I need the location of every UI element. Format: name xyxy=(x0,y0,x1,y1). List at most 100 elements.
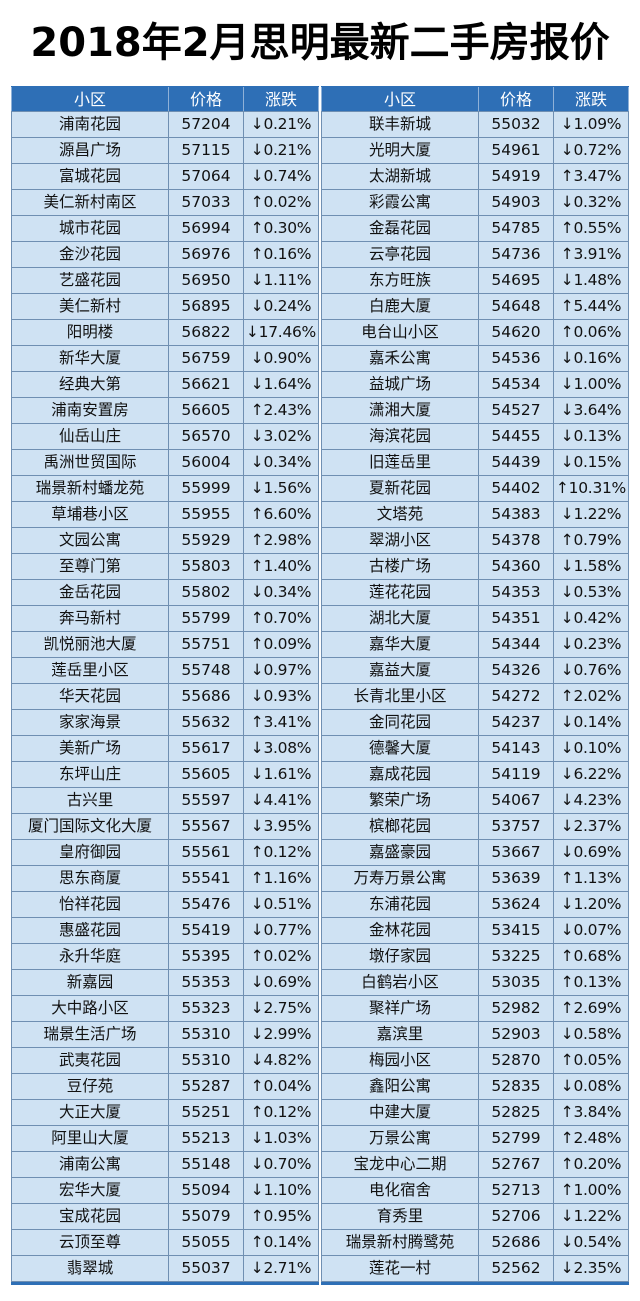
community-name-cell: 古楼广场 xyxy=(321,554,478,579)
price-cell: 55353 xyxy=(168,970,243,995)
table-row: 电化宿舍 52713 ↑1.00% xyxy=(321,1178,629,1204)
change-cell: ↓0.97% xyxy=(243,658,319,683)
table-row: 阳明楼 56822 ↓17.46% xyxy=(11,320,319,346)
community-name-cell: 草埔巷小区 xyxy=(11,502,168,527)
table-row: 皇府御园 55561 ↑0.12% xyxy=(11,840,319,866)
change-cell: ↓0.69% xyxy=(243,970,319,995)
price-cell: 52713 xyxy=(478,1178,553,1203)
price-cell: 53035 xyxy=(478,970,553,995)
change-cell: ↓0.23% xyxy=(553,632,629,657)
price-cell: 54961 xyxy=(478,138,553,163)
price-cell: 56950 xyxy=(168,268,243,293)
change-cell: ↑10.31% xyxy=(553,476,629,501)
table-row: 厦门国际文化大厦 55567 ↓3.95% xyxy=(11,814,319,840)
community-name-cell: 金同花园 xyxy=(321,710,478,735)
change-cell: ↑3.91% xyxy=(553,242,629,267)
price-cell: 53667 xyxy=(478,840,553,865)
community-name-cell: 云亭花园 xyxy=(321,242,478,267)
price-cell: 54695 xyxy=(478,268,553,293)
change-cell: ↑2.48% xyxy=(553,1126,629,1151)
community-name-cell: 电台山小区 xyxy=(321,320,478,345)
change-cell: ↓4.23% xyxy=(553,788,629,813)
community-name-cell: 永升华庭 xyxy=(11,944,168,969)
table-row: 瑞景新村蟠龙苑 55999 ↓1.56% xyxy=(11,476,319,502)
change-cell: ↓1.22% xyxy=(553,1204,629,1229)
table-row: 繁荣广场 54067 ↓4.23% xyxy=(321,788,629,814)
community-name-cell: 华天花园 xyxy=(11,684,168,709)
change-cell: ↑0.12% xyxy=(243,840,319,865)
price-cell: 55213 xyxy=(168,1126,243,1151)
change-cell: ↑0.05% xyxy=(553,1048,629,1073)
table-row: 嘉盛豪园 53667 ↓0.69% xyxy=(321,840,629,866)
table-row: 嘉滨里 52903 ↓0.58% xyxy=(321,1022,629,1048)
community-name-cell: 繁荣广场 xyxy=(321,788,478,813)
community-name-cell: 瑞景生活广场 xyxy=(11,1022,168,1047)
table-row: 鑫阳公寓 52835 ↓0.08% xyxy=(321,1074,629,1100)
price-cell: 55419 xyxy=(168,918,243,943)
community-name-cell: 艺盛花园 xyxy=(11,268,168,293)
change-cell: ↓0.16% xyxy=(553,346,629,371)
table-row: 怡祥花园 55476 ↓0.51% xyxy=(11,892,319,918)
price-cell: 56822 xyxy=(168,320,243,345)
community-name-cell: 翠湖小区 xyxy=(321,528,478,553)
table-row: 嘉成花园 54119 ↓6.22% xyxy=(321,762,629,788)
table-bottom-border xyxy=(11,1282,319,1285)
change-cell: ↓0.34% xyxy=(243,450,319,475)
change-cell: ↑0.02% xyxy=(243,190,319,215)
price-cell: 55310 xyxy=(168,1022,243,1047)
community-name-cell: 太湖新城 xyxy=(321,164,478,189)
change-cell: ↓3.08% xyxy=(243,736,319,761)
price-cell: 54237 xyxy=(478,710,553,735)
table-row: 阿里山大厦 55213 ↓1.03% xyxy=(11,1126,319,1152)
change-cell: ↓3.95% xyxy=(243,814,319,839)
price-cell: 57204 xyxy=(168,112,243,137)
price-table-left: 小区 价格 涨跌 浦南花园 57204 ↓0.21% 源昌广场 57115 ↓0.21% 富… xyxy=(11,86,319,1285)
community-name-cell: 万寿万景公寓 xyxy=(321,866,478,891)
change-cell: ↓1.00% xyxy=(553,372,629,397)
table-row: 嘉益大厦 54326 ↓0.76% xyxy=(321,658,629,684)
community-name-cell: 浦南花园 xyxy=(11,112,168,137)
change-cell: ↓1.58% xyxy=(553,554,629,579)
change-cell: ↑0.09% xyxy=(243,632,319,657)
price-cell: 56895 xyxy=(168,294,243,319)
change-cell: ↑2.98% xyxy=(243,528,319,553)
change-cell: ↓0.74% xyxy=(243,164,319,189)
table-row: 莲岳里小区 55748 ↓0.97% xyxy=(11,658,319,684)
price-cell: 55079 xyxy=(168,1204,243,1229)
community-name-cell: 长青北里小区 xyxy=(321,684,478,709)
change-cell: ↓0.34% xyxy=(243,580,319,605)
community-name-cell: 瑞景新村腾鹭苑 xyxy=(321,1230,478,1255)
page-title: 2018年2月思明最新二手房报价 xyxy=(30,20,610,66)
community-name-cell: 经典大第 xyxy=(11,372,168,397)
table-row: 金岳花园 55802 ↓0.34% xyxy=(11,580,319,606)
change-cell: ↓0.21% xyxy=(243,112,319,137)
change-cell: ↑3.84% xyxy=(553,1100,629,1125)
change-cell: ↓1.03% xyxy=(243,1126,319,1151)
table-row: 豆仔苑 55287 ↑0.04% xyxy=(11,1074,319,1100)
price-cell: 55799 xyxy=(168,606,243,631)
community-name-cell: 文园公寓 xyxy=(11,528,168,553)
community-name-cell: 槟榔花园 xyxy=(321,814,478,839)
price-cell: 54536 xyxy=(478,346,553,371)
change-cell: ↑6.60% xyxy=(243,502,319,527)
community-name-cell: 电化宿舍 xyxy=(321,1178,478,1203)
change-cell: ↑3.47% xyxy=(553,164,629,189)
change-cell: ↓0.70% xyxy=(243,1152,319,1177)
table-row: 永升华庭 55395 ↑0.02% xyxy=(11,944,319,970)
table-row: 万景公寓 52799 ↑2.48% xyxy=(321,1126,629,1152)
table-row: 浦南花园 57204 ↓0.21% xyxy=(11,112,319,138)
community-name-cell: 莲花花园 xyxy=(321,580,478,605)
price-cell: 55929 xyxy=(168,528,243,553)
change-cell: ↓0.14% xyxy=(553,710,629,735)
price-cell: 53639 xyxy=(478,866,553,891)
change-cell: ↑2.02% xyxy=(553,684,629,709)
community-name-cell: 禹洲世贸国际 xyxy=(11,450,168,475)
price-cell: 55605 xyxy=(168,762,243,787)
change-cell: ↓0.93% xyxy=(243,684,319,709)
change-cell: ↓1.48% xyxy=(553,268,629,293)
table-row: 联丰新城 55032 ↓1.09% xyxy=(321,112,629,138)
table-row: 太湖新城 54919 ↑3.47% xyxy=(321,164,629,190)
community-name-cell: 美仁新村 xyxy=(11,294,168,319)
change-cell: ↑2.43% xyxy=(243,398,319,423)
table-row: 宝成花园 55079 ↑0.95% xyxy=(11,1204,319,1230)
